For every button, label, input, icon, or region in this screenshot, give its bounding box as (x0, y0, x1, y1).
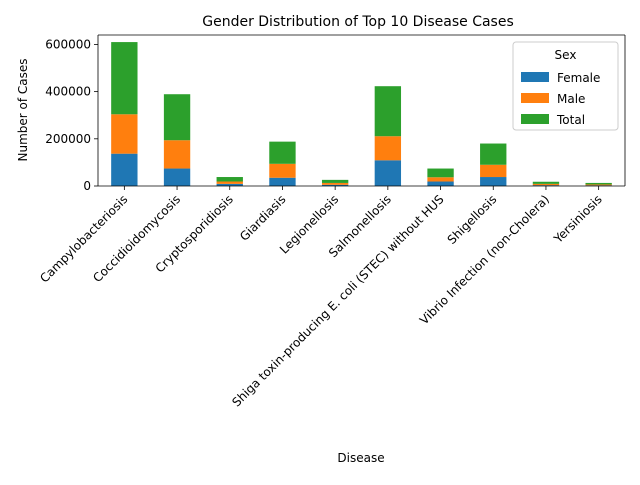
y-tick-label-1: 200000 (45, 132, 91, 146)
bar-total-5 (374, 86, 402, 137)
bar-male-5 (374, 136, 402, 161)
legend-swatch-male (521, 93, 549, 103)
bar-total-2 (216, 177, 243, 182)
bar-total-1 (163, 94, 191, 141)
bar-male-9 (585, 184, 612, 186)
bar-female-4 (321, 184, 349, 186)
legend-label-female: Female (557, 71, 600, 85)
bar-male-2 (216, 181, 243, 184)
legend-frame (512, 41, 619, 131)
legend-swatch-total (521, 114, 549, 124)
bar-total-0 (111, 42, 138, 115)
bar-total-6 (427, 168, 454, 178)
legend-label-male: Male (557, 92, 585, 106)
x-tick-label-7: Shigellosis (445, 192, 500, 247)
bar-male-8 (532, 183, 560, 186)
bar-female-5 (374, 160, 402, 186)
bar-total-7 (480, 143, 507, 165)
legend: Sex Female Male Total (512, 41, 619, 131)
legend-swatch-female (521, 72, 549, 82)
bar-male-7 (480, 164, 507, 178)
bar-female-7 (480, 177, 507, 186)
x-tick-label-3: Giardiasis (237, 192, 289, 244)
bar-total-8 (532, 181, 560, 184)
bar-total-9 (585, 182, 612, 185)
x-axis-title: Disease (337, 451, 384, 465)
bar-total-3 (269, 141, 296, 164)
bar-male-0 (111, 114, 138, 154)
bar-female-0 (111, 153, 138, 186)
bar-male-3 (269, 163, 296, 178)
y-tick-label-3: 600000 (45, 37, 91, 51)
bar-female-8 (532, 185, 560, 186)
bars-group (111, 42, 612, 186)
y-tick-label-2: 400000 (45, 85, 91, 99)
chart-title: Gender Distribution of Top 10 Disease Ca… (202, 14, 514, 30)
bar-female-6 (427, 181, 454, 186)
bar-male-1 (163, 140, 191, 169)
x-tick-label-9: Yersiniosis (550, 192, 604, 246)
x-tick-label-0: Campylobacteriosis (37, 192, 130, 285)
bar-female-2 (216, 183, 243, 186)
bar-male-4 (321, 182, 349, 185)
bar-female-1 (163, 168, 191, 186)
legend-label-total: Total (556, 113, 585, 127)
x-tick-label-1: Coccidioidomycosis (90, 192, 183, 285)
y-axis-title: Number of Cases (16, 58, 30, 161)
legend-title: Sex (555, 48, 577, 62)
bar-female-3 (269, 177, 296, 186)
bar-male-6 (427, 177, 454, 182)
y-tick-label-0: 0 (83, 179, 91, 193)
bar-total-4 (321, 179, 349, 183)
